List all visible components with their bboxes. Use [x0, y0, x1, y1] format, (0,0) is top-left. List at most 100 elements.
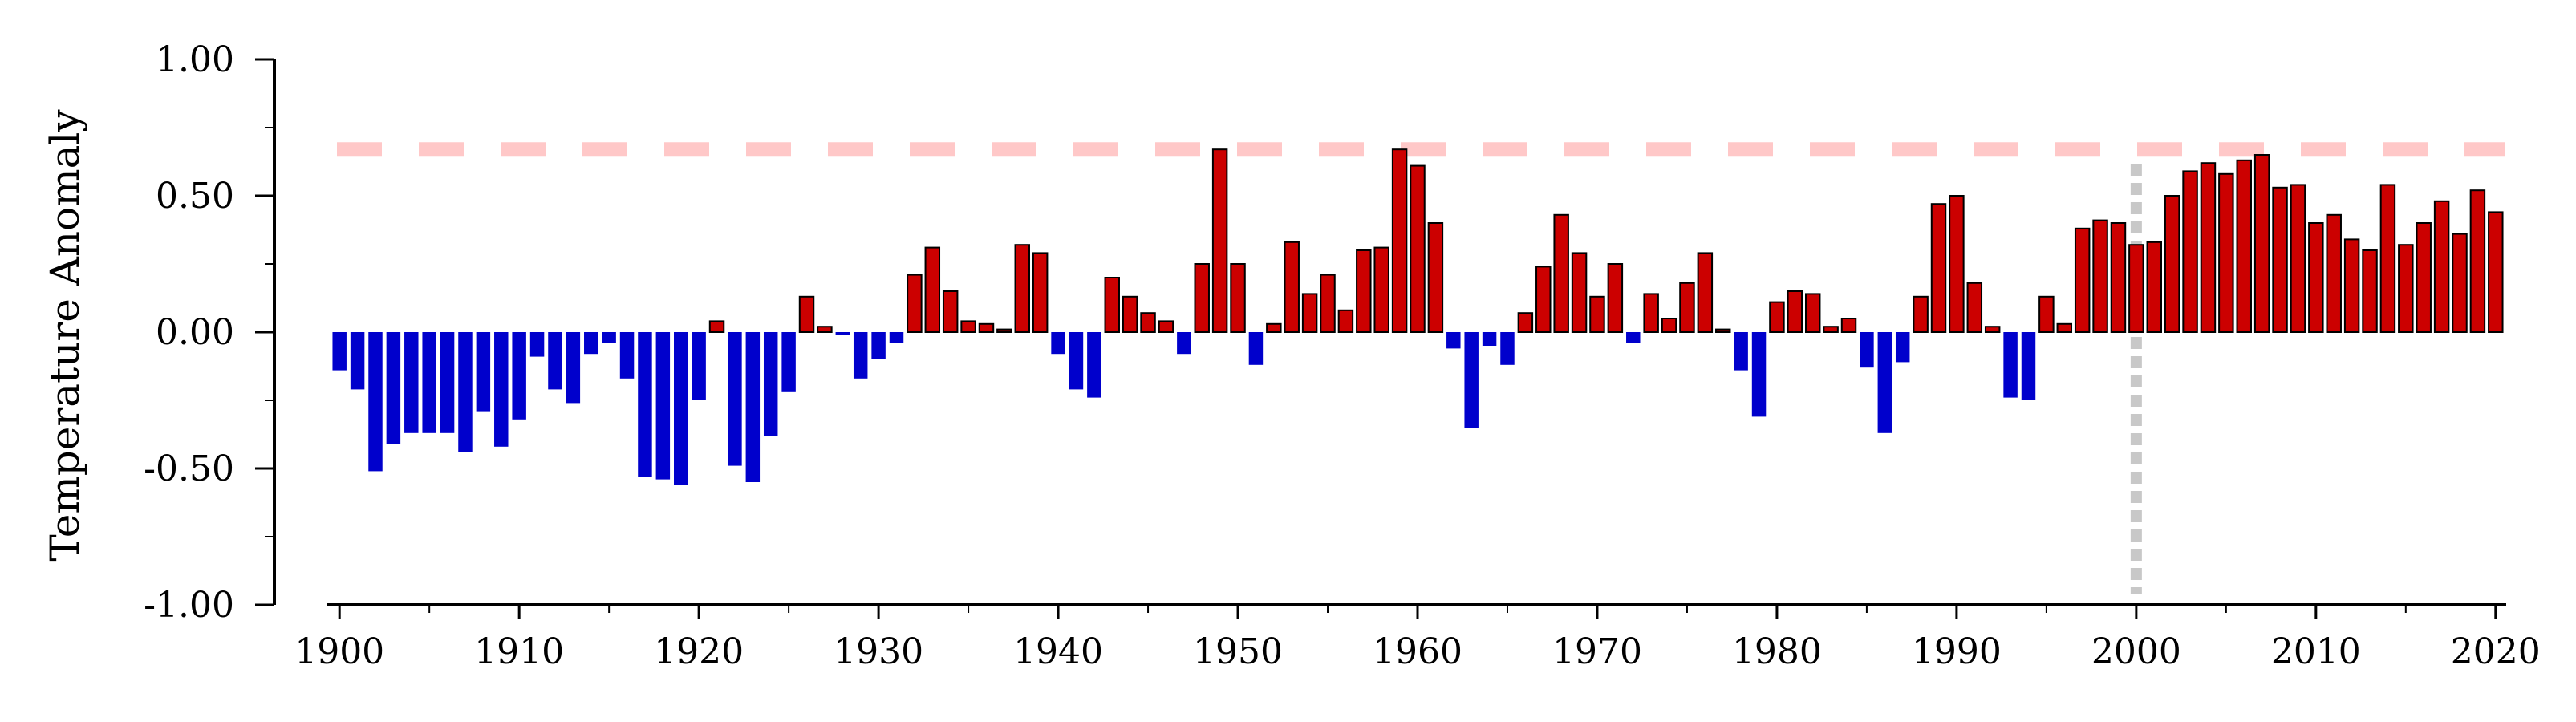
bar-1924: [763, 332, 778, 436]
bar-1970: [1589, 295, 1605, 333]
bar-1986: [1877, 332, 1892, 433]
bar-2003: [2182, 170, 2198, 333]
bar-1933: [924, 246, 941, 334]
bar-series: [332, 148, 2504, 485]
bar-1991: [1966, 282, 1983, 333]
bar-1988: [1913, 295, 1929, 333]
bar-1973: [1643, 293, 1659, 333]
bar-1977: [1715, 328, 1731, 334]
bar-1918: [655, 332, 671, 480]
x-tick-label: 1960: [1373, 631, 1462, 672]
bar-2007: [2253, 154, 2270, 333]
bar-1969: [1571, 252, 1588, 333]
bar-1941: [1069, 332, 1084, 390]
tick-labels: 1.00 0.50 0.00 -0.50 -1.00 1900 1910 1920 1930 19…: [144, 39, 2541, 672]
bar-1906: [440, 332, 455, 433]
bar-1981: [1787, 290, 1803, 333]
bar-2015: [2398, 244, 2414, 334]
bar-1975: [1679, 282, 1695, 333]
bar-1950: [1230, 263, 1246, 333]
bar-1974: [1661, 318, 1677, 333]
bar-1953: [1284, 241, 1300, 333]
bar-1951: [1248, 332, 1264, 365]
bar-1971: [1607, 263, 1624, 333]
bar-1949: [1211, 148, 1228, 333]
bar-1996: [2056, 322, 2073, 333]
bar-1930: [871, 332, 886, 359]
bar-1900: [332, 332, 347, 371]
x-tick-label: 1900: [294, 631, 384, 672]
bar-2005: [2218, 172, 2234, 333]
bar-1940: [1051, 332, 1065, 355]
bar-1958: [1373, 246, 1389, 334]
bar-1978: [1734, 332, 1748, 371]
bar-1943: [1104, 277, 1120, 333]
bar-1901: [350, 332, 365, 390]
x-tick-label: 1990: [1912, 631, 2002, 672]
bar-1945: [1140, 312, 1156, 334]
x-tick-label: 1910: [474, 631, 564, 672]
x-tick-label: 1920: [654, 631, 744, 672]
y-tick-label: 0.50: [156, 176, 234, 217]
x-tick-label: 1970: [1552, 631, 1642, 672]
bar-1967: [1535, 266, 1552, 333]
bar-1955: [1320, 274, 1336, 334]
bar-1911: [529, 332, 545, 357]
bar-1935: [960, 320, 976, 333]
bar-1909: [494, 332, 509, 447]
bar-1957: [1356, 249, 1372, 333]
bar-1998: [2092, 219, 2108, 333]
bar-1903: [386, 332, 401, 444]
bar-2016: [2416, 222, 2432, 333]
bar-1925: [781, 332, 796, 392]
bar-2000: [2128, 244, 2144, 334]
bar-1927: [817, 326, 833, 334]
bar-1989: [1930, 203, 1947, 333]
bar-2011: [2326, 213, 2342, 333]
bar-2002: [2164, 195, 2180, 333]
bar-1904: [404, 332, 419, 433]
y-tick-label: 0.00: [156, 312, 234, 353]
bar-1922: [728, 332, 742, 466]
bar-1923: [745, 332, 761, 482]
bar-1937: [996, 328, 1012, 334]
bar-2014: [2379, 184, 2396, 333]
bar-1993: [2003, 332, 2018, 398]
bar-2006: [2236, 159, 2252, 333]
bar-1965: [1500, 332, 1515, 365]
bar-1985: [1860, 332, 1874, 368]
bar-1932: [907, 274, 923, 334]
bar-1976: [1697, 252, 1714, 333]
bar-1907: [458, 332, 473, 452]
bar-1987: [1895, 332, 1910, 363]
bar-1919: [674, 332, 688, 485]
bar-1926: [798, 295, 815, 333]
bar-1914: [584, 332, 598, 355]
bar-1931: [889, 332, 904, 343]
bar-2013: [2362, 249, 2378, 333]
x-tick-label: 1950: [1193, 631, 1283, 672]
x-tick-label: 1940: [1013, 631, 1103, 672]
bar-1994: [2021, 332, 2036, 400]
bar-1990: [1949, 195, 1965, 333]
bar-1910: [512, 332, 526, 420]
bar-1984: [1840, 318, 1857, 333]
bar-1938: [1014, 244, 1031, 334]
bar-1944: [1122, 295, 1138, 333]
bar-1954: [1301, 293, 1318, 333]
bar-1915: [602, 332, 616, 343]
bar-1929: [853, 332, 868, 379]
reference-lines: [337, 142, 2505, 594]
bar-1934: [942, 290, 959, 333]
bar-2012: [2343, 238, 2360, 333]
bar-1966: [1517, 312, 1534, 334]
bar-1964: [1482, 332, 1497, 346]
x-tick-label: 2010: [2271, 631, 2361, 672]
y-tick-label: 1.00: [156, 39, 234, 80]
bar-1956: [1337, 309, 1354, 333]
bar-2008: [2272, 186, 2288, 333]
bar-1912: [548, 332, 562, 390]
bar-1972: [1626, 332, 1641, 343]
bar-1939: [1032, 252, 1049, 333]
